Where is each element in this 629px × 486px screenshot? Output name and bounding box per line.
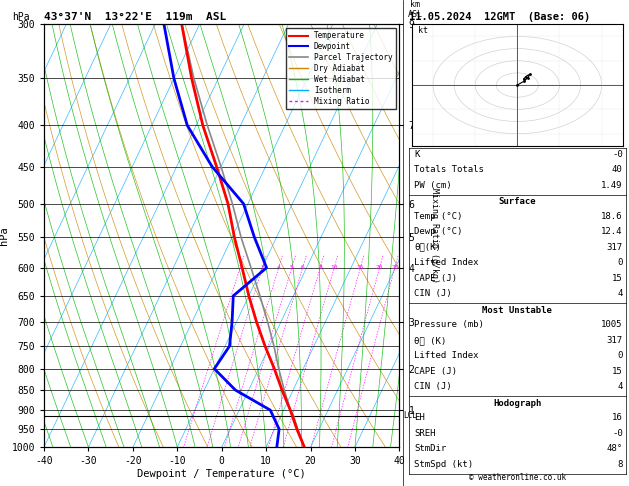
Text: LCL: LCL [403, 412, 417, 420]
Text: CAPE (J): CAPE (J) [414, 367, 457, 376]
Text: kt: kt [418, 26, 428, 35]
Text: θᴄ(K): θᴄ(K) [414, 243, 441, 252]
Text: Pressure (mb): Pressure (mb) [414, 320, 484, 330]
Text: StmSpd (kt): StmSpd (kt) [414, 460, 473, 469]
X-axis label: Dewpoint / Temperature (°C): Dewpoint / Temperature (°C) [137, 469, 306, 479]
Text: Lifted Index: Lifted Index [414, 351, 479, 360]
Text: 4: 4 [617, 289, 623, 298]
Text: Lifted Index: Lifted Index [414, 259, 479, 267]
Text: 11.05.2024  12GMT  (Base: 06): 11.05.2024 12GMT (Base: 06) [409, 12, 590, 22]
Text: Most Unstable: Most Unstable [482, 306, 552, 314]
Text: 0: 0 [617, 259, 623, 267]
Text: Totals Totals: Totals Totals [414, 165, 484, 174]
Text: © weatheronline.co.uk: © weatheronline.co.uk [469, 473, 566, 482]
Text: Mixing Ratio (g/kg): Mixing Ratio (g/kg) [430, 188, 438, 283]
Text: PW (cm): PW (cm) [414, 181, 452, 190]
Text: StmDir: StmDir [414, 444, 446, 453]
Text: 16: 16 [612, 414, 623, 422]
Text: km
ASL: km ASL [408, 0, 423, 19]
Text: 12.4: 12.4 [601, 227, 623, 236]
Legend: Temperature, Dewpoint, Parcel Trajectory, Dry Adiabat, Wet Adiabat, Isotherm, Mi: Temperature, Dewpoint, Parcel Trajectory… [286, 28, 396, 109]
Text: 4: 4 [617, 382, 623, 391]
Text: 0: 0 [617, 351, 623, 360]
Text: SREH: SREH [414, 429, 435, 438]
Text: 20: 20 [376, 265, 383, 270]
Text: 4: 4 [277, 265, 281, 270]
Text: 317: 317 [606, 243, 623, 252]
Text: Surface: Surface [499, 197, 536, 206]
Text: 2: 2 [238, 265, 242, 270]
Text: CIN (J): CIN (J) [414, 289, 452, 298]
Y-axis label: hPa: hPa [0, 226, 9, 245]
Text: 6: 6 [301, 265, 304, 270]
Text: 5: 5 [290, 265, 294, 270]
Text: 3: 3 [260, 265, 264, 270]
Text: CAPE (J): CAPE (J) [414, 274, 457, 283]
Text: -0: -0 [612, 429, 623, 438]
Text: 43°37'N  13°22'E  119m  ASL: 43°37'N 13°22'E 119m ASL [44, 12, 226, 22]
Text: -0: -0 [612, 150, 623, 159]
Text: 317: 317 [606, 336, 623, 345]
Text: Temp (°C): Temp (°C) [414, 212, 462, 221]
Text: 15: 15 [357, 265, 364, 270]
Text: 25: 25 [391, 265, 399, 270]
Text: 18.6: 18.6 [601, 212, 623, 221]
Text: Dewp (°C): Dewp (°C) [414, 227, 462, 236]
Text: θᴄ (K): θᴄ (K) [414, 336, 446, 345]
Text: K: K [414, 150, 420, 159]
Text: Hodograph: Hodograph [493, 399, 542, 408]
Text: EH: EH [414, 414, 425, 422]
Text: 15: 15 [612, 367, 623, 376]
Text: 15: 15 [612, 274, 623, 283]
Text: 10: 10 [330, 265, 338, 270]
Text: 1005: 1005 [601, 320, 623, 330]
Text: CIN (J): CIN (J) [414, 382, 452, 391]
Text: hPa: hPa [13, 12, 30, 22]
Text: 8: 8 [617, 460, 623, 469]
Text: 48°: 48° [606, 444, 623, 453]
Text: 8: 8 [318, 265, 322, 270]
Text: 40: 40 [612, 165, 623, 174]
Text: 1.49: 1.49 [601, 181, 623, 190]
